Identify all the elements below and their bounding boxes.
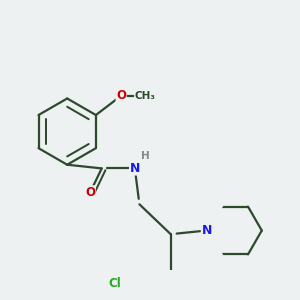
- Text: Cl: Cl: [108, 278, 121, 290]
- Text: O: O: [116, 89, 126, 102]
- Text: O: O: [85, 186, 95, 199]
- Text: N: N: [130, 162, 140, 175]
- Text: N: N: [201, 224, 212, 237]
- Text: CH₃: CH₃: [135, 91, 156, 101]
- Text: H: H: [141, 152, 149, 161]
